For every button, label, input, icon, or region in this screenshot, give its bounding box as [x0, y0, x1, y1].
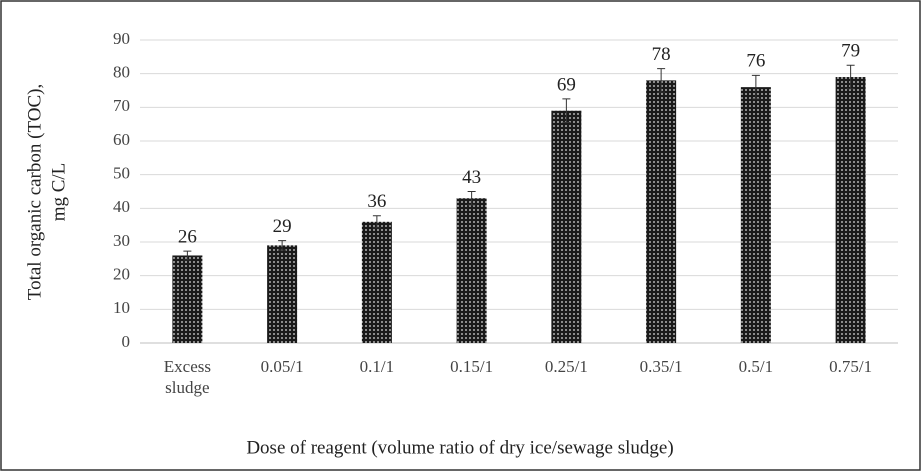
bar	[267, 245, 298, 343]
error-bar	[562, 98, 571, 123]
data-label: 36	[367, 191, 386, 212]
x-tick-label: 0.25/1	[545, 357, 588, 376]
y-axis-title: Total organic carbon (TOC),	[24, 84, 45, 300]
data-label: 43	[462, 167, 481, 188]
y-tick-label: 30	[113, 231, 130, 250]
y-axis-title: mg C/L	[48, 163, 69, 222]
error-bar	[183, 250, 192, 261]
x-tick-label: 0.35/1	[640, 357, 683, 376]
y-tick-label: 60	[113, 130, 130, 149]
bar	[646, 80, 677, 344]
x-tick-label: 0.1/1	[360, 357, 394, 376]
error-bar	[657, 68, 666, 93]
bar	[172, 255, 203, 343]
data-label: 29	[273, 216, 292, 237]
y-tick-label: 80	[113, 63, 130, 82]
error-bar	[372, 215, 381, 229]
data-label: 69	[557, 74, 576, 95]
x-tick-label: Excess sludge	[164, 357, 211, 397]
x-tick-label: 0.5/1	[739, 357, 773, 376]
bar	[456, 198, 487, 343]
bar	[551, 110, 582, 343]
error-bar	[846, 64, 855, 90]
x-tick-label: 0.05/1	[261, 357, 304, 376]
error-bar	[751, 74, 760, 100]
y-tick-label: 20	[113, 265, 130, 284]
y-tick-label: 90	[113, 29, 130, 48]
y-tick-label: 50	[113, 164, 130, 183]
y-tick-label: 40	[113, 197, 130, 216]
error-bar	[278, 240, 287, 251]
x-tick-label: 0.15/1	[450, 357, 493, 376]
data-label: 79	[841, 41, 860, 62]
x-tick-label: 0.75/1	[829, 357, 872, 376]
data-label: 78	[652, 44, 671, 65]
y-tick-label: 10	[113, 298, 130, 317]
y-tick-label: 70	[113, 96, 130, 115]
bar	[740, 87, 771, 343]
y-tick-label: 0	[122, 332, 131, 351]
bar	[835, 77, 866, 344]
data-label: 26	[178, 226, 197, 247]
bar	[361, 221, 392, 343]
x-axis-title: Dose of reagent (volume ratio of dry ice…	[246, 437, 673, 458]
error-bar	[467, 191, 476, 206]
data-label: 76	[746, 51, 765, 72]
